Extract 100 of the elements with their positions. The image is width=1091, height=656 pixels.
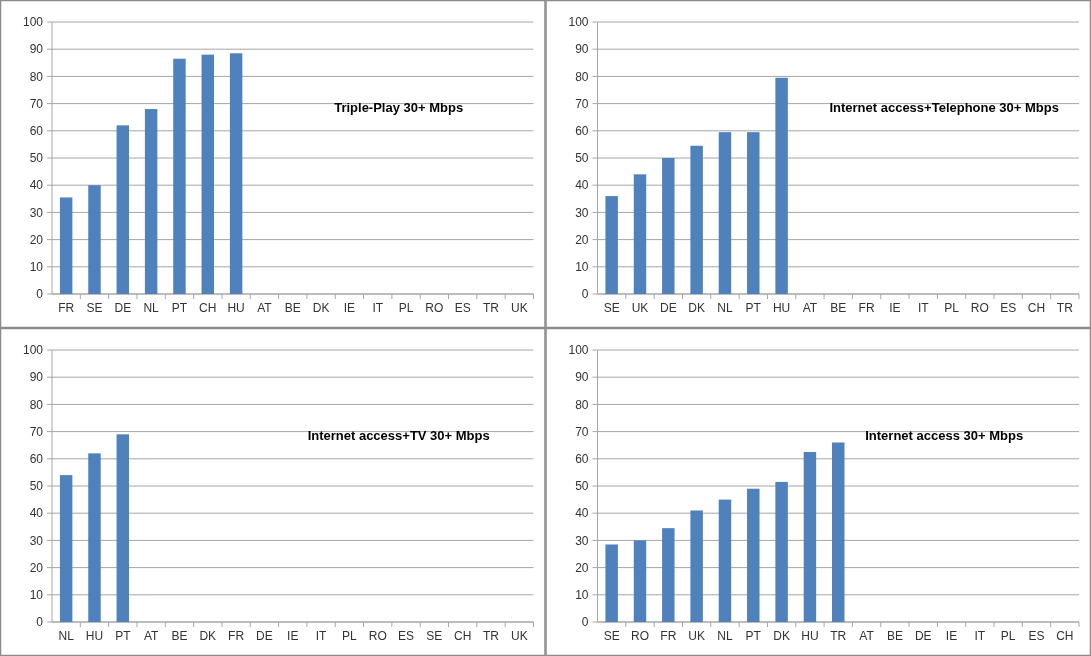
x-tick-label: DE — [114, 301, 132, 315]
text: Internet access 30+ Mbps — [865, 427, 1024, 443]
x-tick-label: CH — [1027, 301, 1046, 315]
x-tick-label: IE — [889, 301, 901, 315]
y-tick-label: 60 — [575, 452, 589, 466]
x-tick-label: CH — [1056, 629, 1074, 643]
x-tick-label: RO — [630, 629, 649, 643]
y-tick-label: 70 — [575, 96, 589, 111]
x-tick-label: PL — [342, 629, 358, 643]
bar — [605, 196, 618, 294]
y-tick-label: 100 — [22, 343, 44, 358]
x-tick-label: SE — [86, 301, 103, 315]
y-tick-label: 50 — [29, 479, 44, 494]
x-tick-label: NL — [143, 301, 160, 315]
y-tick-label: 90 — [29, 42, 44, 57]
x-tick-label: HU — [801, 629, 819, 643]
x-tick-label: NL — [58, 629, 75, 643]
y-tick-label: 80 — [29, 397, 44, 412]
bar — [832, 442, 845, 622]
bar — [718, 499, 732, 622]
y-tick-label: 70 — [29, 96, 44, 111]
bar — [633, 174, 647, 294]
y-tick-label: 100 — [568, 15, 589, 30]
x-tick-label: CH — [199, 301, 217, 315]
x-tick-label: FR — [228, 629, 245, 643]
x-tick-label: IE — [287, 629, 299, 643]
x-tick-label: CH — [454, 629, 472, 643]
x-tick-label: FR — [858, 301, 875, 315]
y-tick-label: 50 — [575, 479, 589, 494]
bar — [775, 77, 788, 294]
bar — [173, 58, 186, 294]
bar — [116, 125, 130, 294]
x-tick-label: DK — [199, 629, 217, 643]
bar — [229, 53, 243, 294]
x-tick-label: TR — [483, 301, 500, 315]
x-tick-label: AT — [802, 301, 818, 315]
bar — [59, 197, 73, 294]
y-tick-label: 90 — [575, 370, 589, 385]
bar — [662, 528, 675, 622]
x-tick-label: BE — [171, 629, 188, 643]
x-tick-label: DK — [773, 629, 790, 643]
y-tick-label: 10 — [575, 588, 589, 602]
x-tick-label: ES — [1000, 301, 1017, 315]
x-tick-label: NL — [717, 629, 733, 643]
x-tick-label: IT — [315, 629, 328, 643]
x-tick-label: AT — [143, 629, 160, 643]
x-tick-label: RO — [970, 301, 989, 315]
text: Internet access+TV 30+ Mbps — [307, 427, 490, 443]
x-tick-label: PL — [944, 301, 960, 315]
y-tick-label: 60 — [575, 124, 589, 138]
y-tick-label: 40 — [29, 178, 44, 193]
y-tick-label: 50 — [575, 151, 589, 166]
bar — [88, 185, 101, 294]
x-tick-label: IT — [917, 301, 930, 315]
y-tick-label: 40 — [575, 178, 589, 193]
y-tick-label: 10 — [29, 588, 44, 602]
x-tick-label: BE — [886, 629, 903, 643]
x-tick-label: UK — [688, 629, 705, 643]
y-tick-label: 100 — [22, 15, 44, 30]
y-tick-label: 30 — [575, 533, 589, 548]
x-tick-label: PT — [745, 629, 762, 643]
x-tick-label: AT — [859, 629, 875, 643]
text: Internet access+Telephone 30+ Mbps — [829, 99, 1059, 115]
bar — [88, 453, 101, 622]
x-tick-label: TR — [1056, 301, 1074, 315]
x-tick-label: PL — [398, 301, 414, 315]
x-tick-label: SE — [603, 301, 620, 315]
bar — [633, 540, 647, 622]
y-tick-label: 70 — [575, 424, 589, 439]
y-tick-label: 30 — [575, 205, 589, 220]
x-tick-label: DE — [659, 301, 677, 315]
x-tick-label: HU — [772, 301, 791, 315]
y-tick-label: 50 — [29, 151, 44, 166]
x-tick-label: TR — [830, 629, 847, 643]
y-tick-label: 0 — [581, 287, 589, 302]
x-tick-label: DE — [256, 629, 273, 643]
x-tick-label: DK — [688, 301, 705, 315]
y-tick-label: 0 — [36, 287, 44, 302]
bar — [718, 132, 732, 294]
y-tick-label: 20 — [29, 560, 44, 575]
y-tick-label: 60 — [29, 452, 44, 466]
y-tick-label: 20 — [29, 232, 44, 247]
x-tick-label: ES — [398, 629, 415, 643]
x-tick-label: RO — [425, 301, 444, 315]
y-tick-label: 60 — [29, 124, 44, 138]
y-tick-label: 40 — [29, 506, 44, 521]
x-tick-label: IT — [372, 301, 384, 315]
bar — [803, 452, 817, 622]
x-tick-label: UK — [631, 301, 649, 315]
x-tick-label: HU — [227, 301, 245, 315]
y-tick-label: 80 — [575, 69, 589, 84]
x-tick-label: ES — [1028, 629, 1045, 643]
x-tick-label: BE — [830, 301, 847, 315]
x-tick-label: AT — [257, 301, 273, 315]
y-tick-label: 30 — [29, 205, 44, 220]
x-tick-label: PT — [171, 301, 188, 315]
y-tick-label: 10 — [575, 260, 589, 274]
y-tick-label: 0 — [581, 615, 589, 630]
bar — [662, 158, 675, 294]
bar — [690, 145, 703, 294]
